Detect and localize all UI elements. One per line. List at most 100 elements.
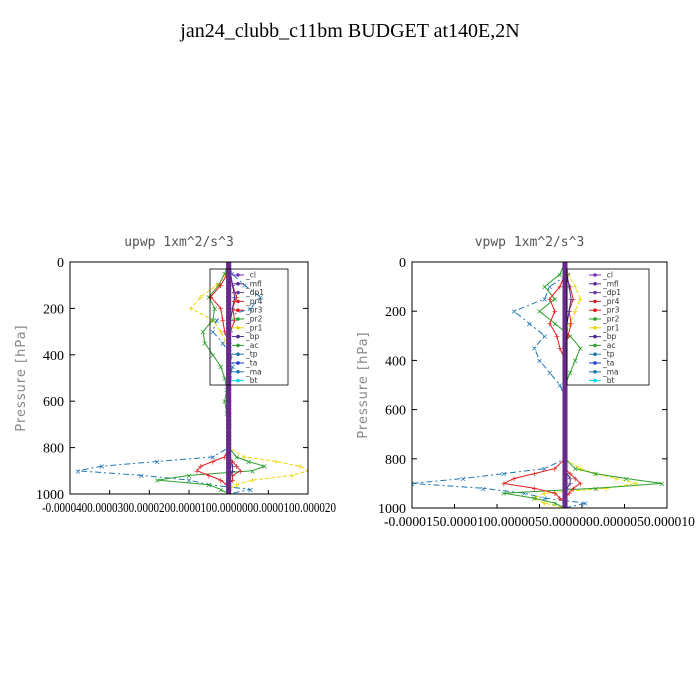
zero-marker <box>562 415 568 421</box>
zero-marker <box>226 425 232 431</box>
panel-title: upwp 1xm^2/s^3 <box>124 235 234 250</box>
zero-marker <box>226 329 232 335</box>
data-point: + <box>572 283 579 292</box>
data-point: × <box>217 485 224 494</box>
data-point: + <box>577 479 584 488</box>
data-point: × <box>247 304 254 313</box>
zero-marker <box>562 439 568 445</box>
data-point: × <box>138 471 145 480</box>
data-point: × <box>261 462 268 471</box>
legend-label: _bt <box>245 376 258 385</box>
data-point: + <box>249 476 256 485</box>
x-tick-labels: -0.0000150.0000100.0000050.0000000.00000… <box>384 515 695 530</box>
legend-label: _ma <box>602 367 619 376</box>
data-point: × <box>582 499 589 508</box>
zero-marker <box>562 468 568 474</box>
legend-marker <box>593 308 597 313</box>
zero-marker <box>226 414 232 420</box>
zero-marker <box>226 336 232 342</box>
zero-marker <box>562 308 568 314</box>
legend-marker <box>593 378 597 383</box>
zero-marker <box>226 348 232 354</box>
legend-label: _ma <box>245 367 262 376</box>
zero-marker <box>226 483 232 489</box>
data-point: × <box>541 494 548 503</box>
data-point: + <box>567 283 574 292</box>
legend-label: _cl <box>602 271 613 280</box>
data-point: × <box>541 295 548 304</box>
zero-marker <box>562 443 568 450</box>
zero-marker <box>562 374 568 380</box>
data-point: × <box>536 307 543 316</box>
panel-title: vpwp 1xm^2/s^3 <box>475 235 585 250</box>
zero-marker <box>226 433 232 439</box>
zero-marker <box>226 274 232 281</box>
legend-label: _dp1 <box>245 288 264 297</box>
zero-marker <box>562 411 568 417</box>
data-point: + <box>217 304 224 313</box>
legend-marker <box>593 343 597 348</box>
legend-marker <box>593 352 597 357</box>
data-point: × <box>480 484 487 493</box>
data-point: + <box>233 462 240 471</box>
zero-marker <box>562 448 568 454</box>
zero-marker <box>562 505 568 508</box>
chart-panel-1: upwp 1xm^2/s^3 Pressure [hPa] 0 200 400 600 80… <box>14 235 336 516</box>
zero-marker <box>562 284 568 290</box>
zero-marker <box>226 352 232 358</box>
zero-marker <box>226 263 232 269</box>
data-point: + <box>567 474 574 483</box>
zero-marker <box>562 489 568 495</box>
zero-marker <box>562 386 568 392</box>
data-point: + <box>273 458 280 467</box>
zero-marker <box>562 337 568 343</box>
data-point: × <box>526 320 533 329</box>
zero-marker <box>226 340 232 346</box>
legend-marker <box>236 299 240 304</box>
zero-marker <box>562 407 568 413</box>
data-point: × <box>75 467 82 476</box>
zero-marker <box>562 497 568 503</box>
data-point: + <box>557 344 564 353</box>
data-point: × <box>221 270 228 279</box>
data-point: + <box>205 471 212 480</box>
zero-marker <box>226 390 232 397</box>
zero-marker <box>226 479 232 485</box>
data-point: × <box>572 465 579 474</box>
zero-marker <box>562 325 568 331</box>
zero-marker <box>562 435 568 441</box>
data-point: + <box>237 467 244 476</box>
zero-marker <box>562 279 568 286</box>
legend-marker <box>593 334 597 339</box>
data-point: + <box>551 489 558 498</box>
data-point: + <box>567 470 574 479</box>
legend-label: _mfl <box>602 279 619 288</box>
zero-marker <box>226 475 232 482</box>
data-point: × <box>551 295 558 304</box>
data-point: × <box>219 339 226 348</box>
zero-marker <box>226 321 232 327</box>
data-point: × <box>217 362 224 371</box>
plot-area: ××××××××××××××××××××××××××++++++++++++++… <box>412 262 666 508</box>
data-point: × <box>98 462 105 471</box>
legend-marker <box>236 361 240 365</box>
legend: _cl_mfl_dp1_pr4_pr3_pr2_pr1_bp_ac_tp_ta_… <box>209 268 289 386</box>
legend-label: _bt <box>602 376 615 385</box>
series-line-pr1 <box>533 262 637 508</box>
data-point: + <box>500 479 507 488</box>
data-point: × <box>592 470 599 479</box>
zero-marker <box>562 296 568 302</box>
legend-marker <box>593 370 597 374</box>
data-point: × <box>659 479 666 488</box>
legend-label: _pr2 <box>245 315 263 324</box>
data-point: + <box>541 489 548 498</box>
y-tick-label: 200 <box>385 305 406 320</box>
zero-marker <box>562 484 568 491</box>
data-point: + <box>229 476 236 485</box>
data-point: × <box>228 270 235 279</box>
zero-marker <box>562 267 568 273</box>
zero-marker <box>226 267 232 273</box>
data-point: + <box>305 467 312 476</box>
data-point: + <box>229 462 236 471</box>
